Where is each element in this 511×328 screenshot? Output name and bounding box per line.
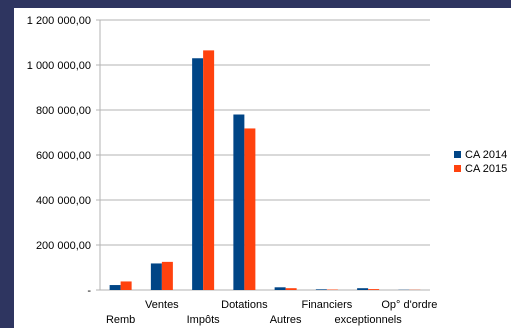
bar [203,50,214,290]
legend-swatch [454,165,461,172]
y-tick-label: 600 000,00 [36,150,91,162]
legend: CA 2014 CA 2015 [454,149,507,175]
legend-swatch [454,151,461,158]
x-tick-label: Ventes [145,299,179,311]
bar [121,281,132,290]
bar [110,285,121,290]
legend-label: CA 2015 [465,163,507,175]
bar [286,288,297,290]
x-tick-label: Dotations [221,299,268,311]
y-tick-label: 800 000,00 [36,105,91,117]
y-axis-ticks: - 200 000,00 400 000,00 600 000,00 800 000,0… [27,15,92,297]
y-tick-label: 1 200 000,00 [27,15,91,27]
bar [244,128,255,290]
bar [368,289,379,290]
legend-label: CA 2014 [465,149,507,161]
bars [110,50,421,290]
y-tick-label: - [87,285,91,297]
bar [162,262,173,290]
bar [275,287,286,290]
x-tick-label: Autres [270,314,302,326]
y-tick-label: 400 000,00 [36,195,91,207]
x-tick-label: exceptionnels [334,314,402,326]
bar [192,58,203,290]
x-tick-label: Impôts [187,314,221,326]
x-tick-label: Financiers [302,299,353,311]
gridlines [96,20,430,290]
x-tick-label: Remb [106,314,135,326]
chart-frame: - 200 000,00 400 000,00 600 000,00 800 000,0… [14,8,511,328]
y-tick-label: 200 000,00 [36,240,91,252]
bar [357,288,368,290]
bar [151,263,162,290]
bar [233,115,244,291]
x-tick-label: Op° d'ordre [381,299,437,311]
bar-chart: - 200 000,00 400 000,00 600 000,00 800 000,0… [14,8,511,328]
y-tick-label: 1 000 000,00 [27,60,91,72]
bar [316,289,327,290]
x-axis-ticks: Remb Ventes ImpôtsDotationsAutresFinancier… [106,299,437,326]
